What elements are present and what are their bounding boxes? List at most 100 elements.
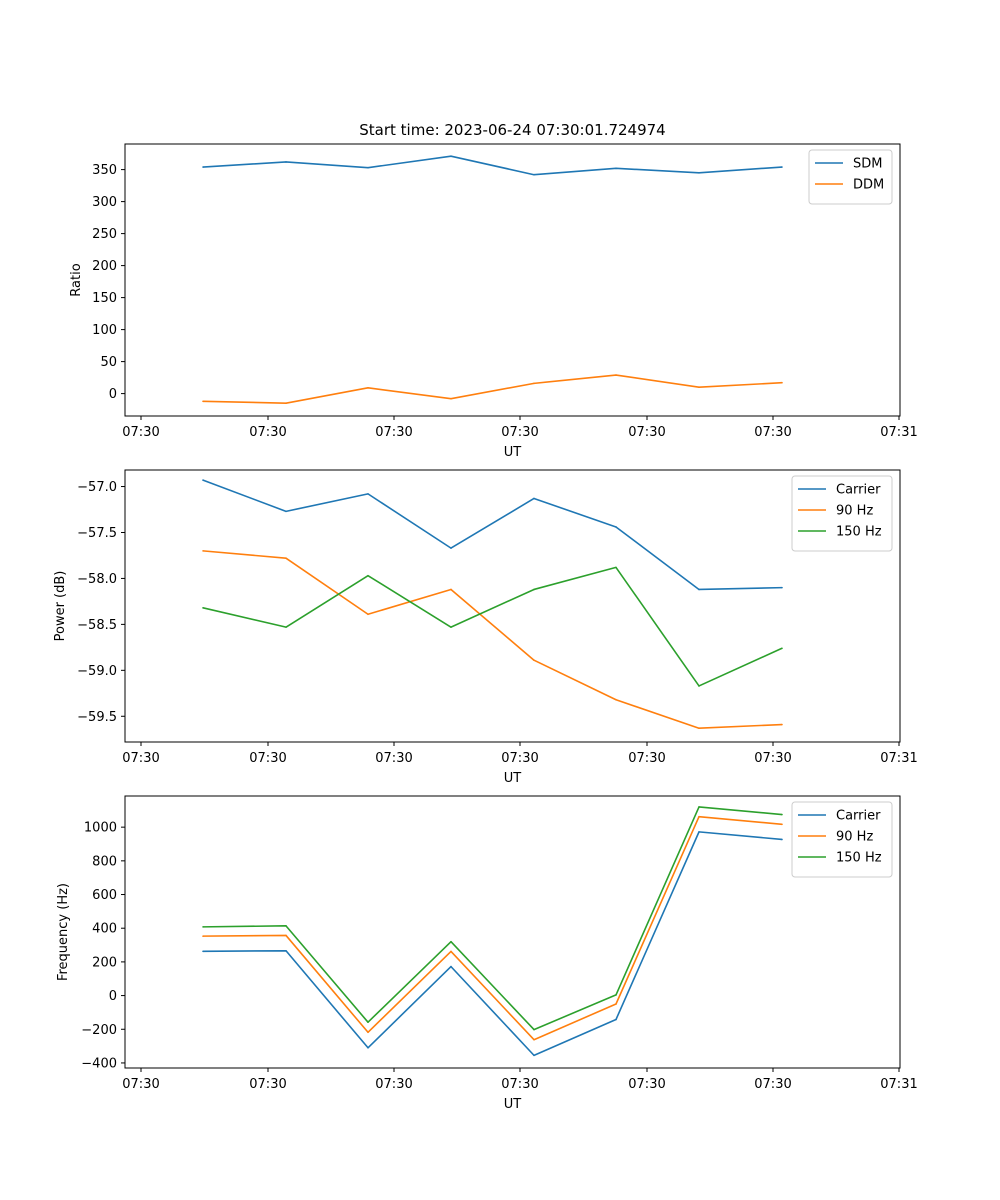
data-point: [202, 166, 204, 168]
data-point: [285, 402, 287, 405]
legend: [791, 475, 893, 552]
x-tick-label: 07:30: [501, 751, 538, 766]
plot-frame: [124, 795, 901, 1069]
x-tick-label: 07:30: [501, 425, 538, 440]
plot-frame: [124, 143, 901, 417]
legend: [791, 801, 893, 878]
series-line-150-hz: [202, 566, 783, 687]
data-point: [615, 698, 617, 701]
legend-label: SDM: [853, 157, 882, 172]
y-tick-label: 200: [92, 955, 117, 970]
series-line-carrier: [202, 479, 783, 591]
y-tick-label: 150: [92, 291, 117, 306]
data-point: [781, 166, 783, 168]
data-point: [367, 387, 369, 389]
y-axis-label: Power (dB): [53, 571, 68, 642]
data-point: [450, 155, 452, 157]
x-tick-label: 07:31: [880, 425, 917, 440]
x-tick-label: 07:30: [375, 425, 412, 440]
x-tick-label: 07:30: [249, 751, 286, 766]
x-axis-label: UT: [504, 771, 522, 786]
series-line-90-hz: [202, 550, 783, 730]
y-tick-label: 100: [92, 323, 117, 338]
y-tick-label: 600: [92, 888, 117, 903]
data-point: [615, 566, 617, 569]
x-tick-label: 07:30: [375, 751, 412, 766]
y-tick-label: 300: [92, 195, 117, 210]
data-point: [367, 1046, 369, 1049]
data-point: [615, 994, 617, 996]
legend-label: 90 Hz: [836, 504, 873, 519]
data-point: [781, 647, 783, 650]
data-point: [285, 925, 287, 927]
series-line-sdm: [202, 155, 783, 176]
y-tick-label: −57.5: [77, 526, 117, 541]
data-point: [781, 723, 783, 726]
y-tick-label: 800: [92, 854, 117, 869]
data-point: [367, 1031, 369, 1034]
series-line-150-hz: [202, 806, 783, 1031]
data-point: [285, 949, 287, 952]
legend-label: Carrier: [836, 483, 881, 498]
data-point: [615, 167, 617, 170]
data-point: [367, 574, 369, 577]
plot-frame: [124, 469, 901, 743]
data-point: [367, 166, 369, 169]
y-tick-label: −200: [81, 1023, 117, 1038]
y-tick-label: −59.5: [77, 710, 117, 725]
data-point: [202, 479, 204, 481]
y-tick-label: −57.0: [77, 480, 117, 495]
x-tick-label: 07:30: [249, 425, 286, 440]
legend-label: 150 Hz: [836, 525, 882, 540]
data-point: [698, 727, 700, 730]
y-tick-label: 250: [92, 227, 117, 242]
data-point: [450, 965, 452, 968]
data-point: [698, 588, 700, 591]
data-point: [285, 626, 287, 628]
data-point: [285, 934, 287, 937]
data-point: [781, 838, 783, 841]
y-tick-label: −58.5: [77, 618, 117, 633]
x-tick-label: 07:30: [754, 1077, 791, 1092]
series-line-carrier: [202, 831, 783, 1057]
power-panel: 07:30 07:30 07:30 07:30 07:30 07:30 07:31 UT −59…: [53, 469, 918, 786]
data-point: [450, 547, 452, 549]
x-tick-label: 07:30: [122, 425, 159, 440]
data-point: [285, 161, 287, 163]
data-point: [450, 588, 452, 591]
x-tick-label: 07:30: [628, 1077, 665, 1092]
data-point: [450, 950, 452, 953]
data-point: [533, 659, 535, 662]
data-point: [450, 940, 452, 943]
y-tick-label: 0: [109, 989, 117, 1004]
y-tick-label: −58.0: [77, 572, 117, 587]
data-point: [285, 557, 287, 560]
data-point: [533, 1028, 535, 1031]
data-point: [533, 1054, 535, 1057]
data-point: [202, 400, 204, 403]
data-point: [781, 823, 783, 826]
data-point: [615, 1018, 617, 1021]
data-point: [698, 831, 700, 833]
y-tick-label: −59.0: [77, 664, 117, 679]
series-line-ddm: [202, 374, 783, 405]
x-axis-label: UT: [504, 445, 522, 460]
data-point: [202, 607, 204, 609]
data-point: [698, 806, 700, 808]
x-tick-label: 07:30: [501, 1077, 538, 1092]
data-point: [367, 493, 369, 495]
data-point: [202, 926, 204, 928]
x-tick-label: 07:30: [249, 1077, 286, 1092]
data-point: [450, 397, 452, 400]
data-point: [615, 374, 617, 376]
data-point: [781, 813, 783, 816]
x-tick-label: 07:30: [375, 1077, 412, 1092]
data-point: [533, 382, 535, 385]
data-point: [698, 172, 700, 174]
data-point: [285, 510, 287, 513]
data-point: [202, 950, 204, 953]
y-tick-label: 1000: [84, 821, 117, 836]
legend-label: Carrier: [836, 809, 881, 824]
data-point: [450, 626, 452, 628]
